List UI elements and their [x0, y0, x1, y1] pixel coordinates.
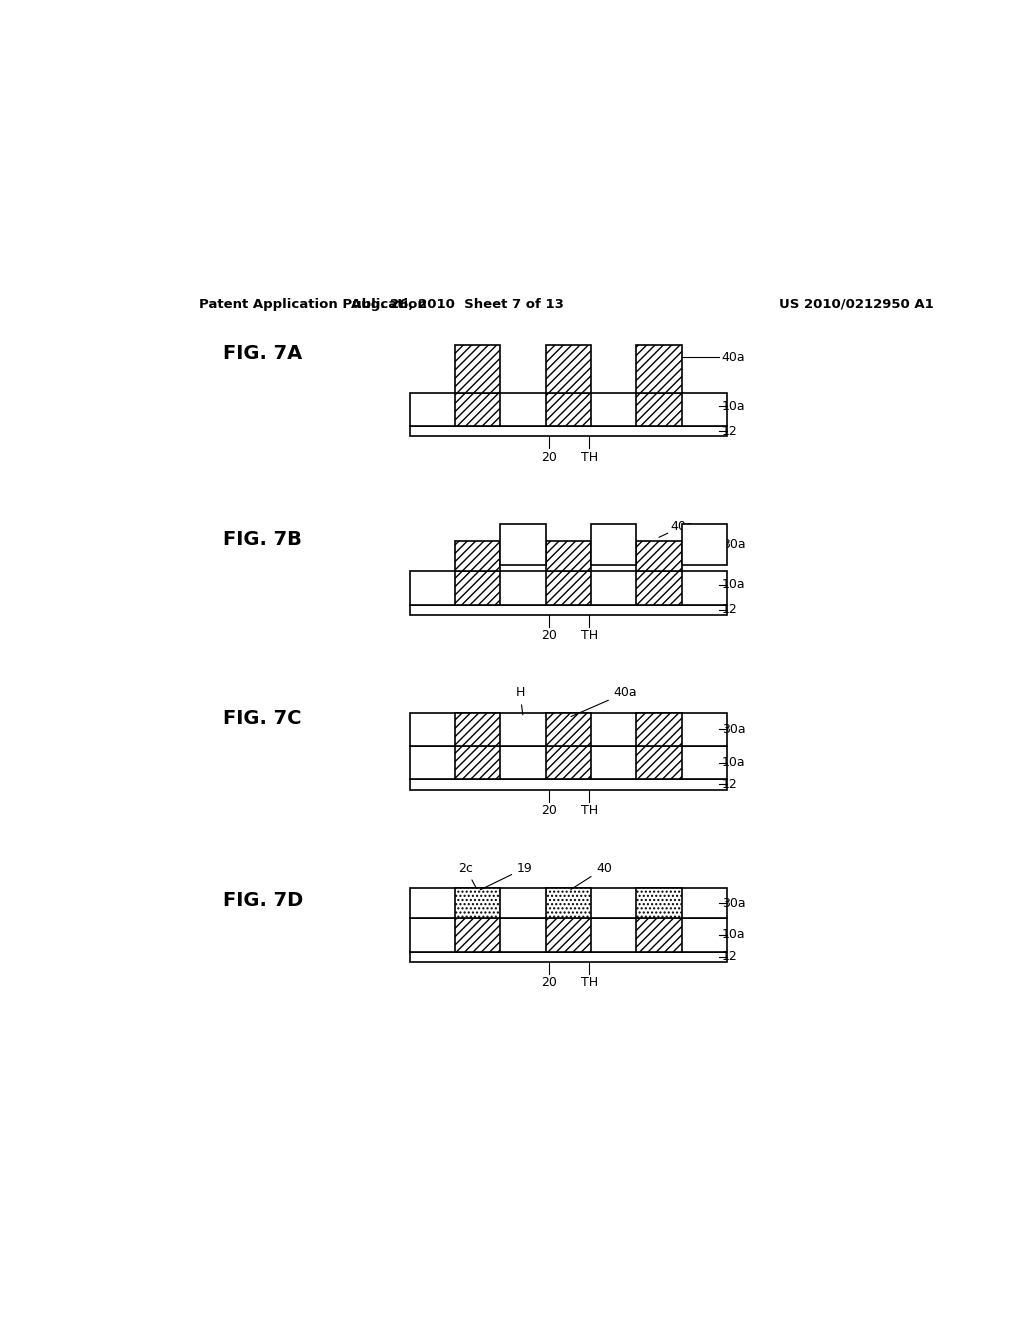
Bar	[637, 713, 682, 746]
Bar	[455, 919, 501, 952]
Text: 10a: 10a	[722, 400, 745, 413]
Text: 12: 12	[722, 603, 737, 616]
Text: 20: 20	[542, 450, 557, 463]
Text: Aug. 26, 2010  Sheet 7 of 13: Aug. 26, 2010 Sheet 7 of 13	[351, 297, 564, 310]
Bar	[546, 888, 591, 919]
Bar	[546, 572, 591, 605]
Bar	[637, 393, 682, 426]
Bar	[682, 524, 727, 565]
Text: TH: TH	[581, 450, 598, 463]
Text: TH: TH	[581, 975, 598, 989]
Bar	[410, 779, 727, 789]
Text: FIG. 7D: FIG. 7D	[223, 891, 303, 911]
Bar	[546, 713, 591, 746]
Text: 10a: 10a	[722, 578, 745, 591]
Bar	[455, 572, 501, 605]
Text: 40a: 40a	[571, 686, 637, 717]
Bar	[637, 346, 682, 393]
Bar	[410, 713, 727, 746]
Bar	[410, 426, 727, 437]
Bar	[501, 524, 546, 565]
Bar	[410, 746, 727, 779]
Text: 20: 20	[542, 975, 557, 989]
Bar	[546, 541, 591, 572]
Text: 40: 40	[570, 862, 612, 890]
Bar	[637, 541, 682, 572]
Bar	[410, 952, 727, 962]
Text: TH: TH	[581, 804, 598, 817]
Bar	[546, 919, 591, 952]
Text: TH: TH	[581, 630, 598, 643]
Bar	[455, 541, 501, 572]
Bar	[637, 919, 682, 952]
Text: 20: 20	[542, 630, 557, 643]
Bar	[546, 346, 591, 393]
Text: 12: 12	[722, 777, 737, 791]
Text: FIG. 7B: FIG. 7B	[223, 531, 302, 549]
Bar	[410, 919, 727, 952]
Text: Patent Application Publication: Patent Application Publication	[200, 297, 427, 310]
Bar	[410, 888, 727, 919]
Text: 40a: 40a	[670, 520, 693, 533]
Bar	[455, 346, 501, 393]
Text: 40a: 40a	[722, 351, 745, 363]
Text: 2c: 2c	[459, 862, 476, 888]
Bar	[410, 605, 727, 615]
Text: US 2010/0212950 A1: US 2010/0212950 A1	[778, 297, 934, 310]
Bar	[637, 888, 682, 919]
Text: 20: 20	[542, 804, 557, 817]
Bar	[410, 393, 727, 426]
Text: 30a: 30a	[722, 537, 745, 550]
Text: FIG. 7A: FIG. 7A	[223, 343, 302, 363]
Text: 30a: 30a	[722, 723, 745, 735]
Bar	[637, 572, 682, 605]
Text: 19: 19	[480, 862, 532, 890]
Bar	[455, 746, 501, 779]
Text: 12: 12	[722, 950, 737, 964]
Bar	[410, 572, 727, 605]
Bar	[591, 524, 637, 565]
Text: 12: 12	[722, 425, 737, 438]
Text: 30a: 30a	[722, 896, 745, 909]
Bar	[455, 888, 501, 919]
Text: 10a: 10a	[722, 756, 745, 770]
Bar	[455, 713, 501, 746]
Text: 10a: 10a	[722, 928, 745, 941]
Text: FIG. 7C: FIG. 7C	[223, 709, 302, 727]
Bar	[455, 393, 501, 426]
Text: H: H	[515, 686, 524, 715]
Bar	[546, 393, 591, 426]
Bar	[637, 746, 682, 779]
Bar	[546, 746, 591, 779]
